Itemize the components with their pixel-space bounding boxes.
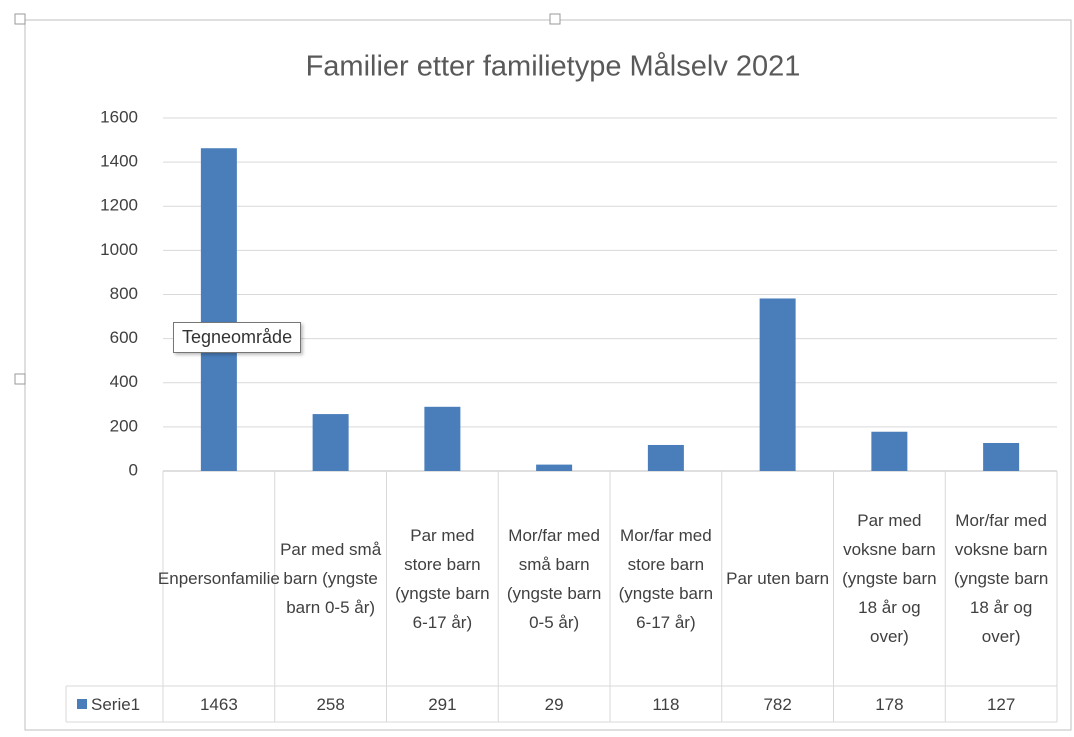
category-label: Mor/far med store barn (yngste barn 6-17…: [618, 525, 714, 632]
bar: [312, 414, 349, 471]
y-tick-label: 400: [110, 372, 138, 391]
category-label: Mor/far med små barn (yngste barn 0-5 år…: [506, 525, 602, 632]
y-tick-label: 200: [110, 416, 138, 435]
table-value: 118: [652, 694, 680, 714]
resize-handle[interactable]: [549, 13, 561, 25]
table-value: 1463: [199, 694, 238, 714]
bar: [424, 406, 461, 471]
category-label: Par med voksne barn (yngste barn 18 år o…: [842, 511, 937, 646]
bar: [647, 444, 684, 471]
chart-border: [24, 19, 1072, 731]
category-label: Par med store barn (yngste barn 6-17 år): [395, 525, 490, 632]
bar: [983, 442, 1020, 471]
resize-handle[interactable]: [14, 13, 26, 25]
legend-label: Serie1: [91, 694, 141, 714]
bar: [871, 431, 908, 471]
legend-key: [77, 699, 87, 709]
bar: [200, 148, 237, 471]
bar: [536, 464, 573, 471]
table-value: 291: [428, 694, 457, 714]
y-tick-label: 0: [129, 460, 138, 479]
table-value: 258: [316, 694, 345, 714]
y-tick-label: 1000: [100, 240, 138, 259]
tooltip: Tegneområde: [173, 322, 302, 353]
table-value: 127: [986, 694, 1016, 714]
category-label: Par med små barn (yngste barn 0-5 år): [280, 540, 382, 617]
category-label: Par uten barn: [726, 569, 830, 588]
y-tick-label: 800: [110, 284, 138, 303]
category-label: Mor/far med voksne barn (yngste barn 18 …: [953, 511, 1049, 646]
bar: [759, 298, 796, 471]
y-tick-label: 1200: [100, 196, 138, 215]
y-tick-label: 1600: [100, 107, 138, 126]
y-tick-label: 600: [110, 328, 138, 347]
table-value: 29: [544, 694, 564, 714]
resize-handle[interactable]: [14, 373, 26, 385]
chart-title: Familier etter familietype Målselv 2021: [306, 51, 801, 83]
table-value: 178: [875, 694, 904, 714]
table-value: 782: [763, 694, 792, 714]
y-tick-label: 1400: [100, 152, 138, 171]
category-label: Enpersonfamilie: [157, 569, 280, 588]
